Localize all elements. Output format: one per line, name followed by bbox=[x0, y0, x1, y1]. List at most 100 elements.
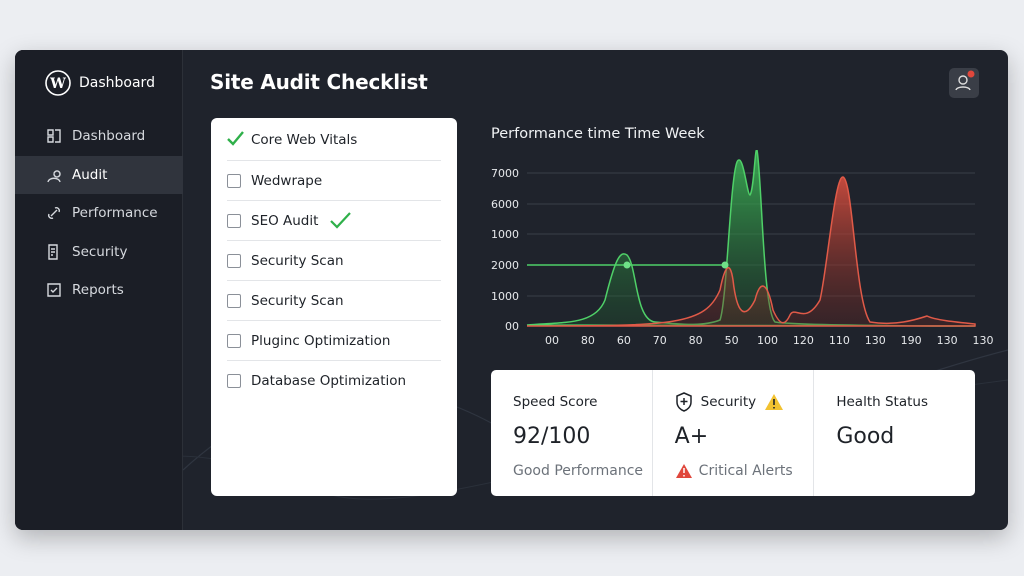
svg-text:W: W bbox=[49, 76, 66, 92]
stat-column: Security A+ Critical Alerts bbox=[651, 370, 814, 496]
icon-path bbox=[48, 243, 58, 260]
item-label: Security Scan bbox=[251, 292, 344, 309]
page-title: Site Audit Checklist bbox=[210, 70, 428, 94]
stat-note: Good Performance bbox=[513, 463, 644, 479]
performance-chart: 7000 6000 1000 2000 1000 00 00 80 60 70 80 50 100 120… bbox=[491, 150, 994, 347]
item-label: Security Scan bbox=[251, 252, 344, 269]
x-tick-label: 100 bbox=[757, 334, 778, 347]
stat-title-row: Speed Score bbox=[513, 392, 652, 412]
checklist-item[interactable]: Database Optimization bbox=[227, 360, 441, 400]
item-label: Pluginc Optimization bbox=[251, 332, 391, 349]
stat-title-row: Health Status bbox=[836, 392, 975, 412]
menu-label: Performance bbox=[72, 205, 158, 221]
menu-item[interactable]: Dashboard bbox=[15, 117, 183, 155]
checkbox[interactable] bbox=[227, 131, 244, 147]
stat-note-row: Good Performance bbox=[513, 463, 652, 479]
x-tick-label: 60 bbox=[617, 334, 631, 347]
stat-value: A+ bbox=[674, 424, 709, 449]
x-tick-label: 80 bbox=[581, 334, 595, 347]
menu-label: Security bbox=[72, 243, 128, 260]
menu-icon bbox=[48, 207, 60, 219]
green-area bbox=[526, 150, 976, 327]
red-area bbox=[526, 176, 976, 327]
point bbox=[623, 261, 631, 269]
checkbox[interactable] bbox=[227, 213, 241, 228]
menu-icon bbox=[47, 129, 61, 143]
point bbox=[721, 261, 729, 269]
stat-title: Speed Score bbox=[513, 394, 598, 410]
brand[interactable]: W Dashboard bbox=[45, 70, 155, 96]
icon-path bbox=[48, 207, 60, 219]
stat-column: Health Status Good bbox=[813, 370, 975, 496]
y-tick-label: 6000 bbox=[491, 198, 519, 211]
user-icon bbox=[955, 70, 975, 91]
x-tick-label: 130 bbox=[973, 334, 994, 347]
stat-title-row: Security bbox=[675, 392, 814, 412]
alert-icon bbox=[675, 464, 692, 478]
y-tick-label: 1000 bbox=[491, 228, 519, 241]
stat-value: 92/100 bbox=[513, 424, 591, 449]
checklist-item[interactable]: Wedwrape bbox=[227, 160, 441, 200]
menu-label: Reports bbox=[72, 282, 124, 298]
chart-title: Performance time Time Week bbox=[491, 126, 705, 142]
x-tick-label: 50 bbox=[725, 334, 739, 347]
app-window: W Dashboard Dashboard Audit Performance Sec… bbox=[15, 50, 1008, 530]
checklist-item[interactable]: SEO Audit bbox=[227, 200, 441, 240]
sidebar: W Dashboard Dashboard Audit Performance Sec… bbox=[15, 50, 183, 530]
menu-icon bbox=[47, 169, 61, 182]
check-path bbox=[227, 131, 244, 146]
x-tick-label: 190 bbox=[901, 334, 922, 347]
item-label: Core Web Vitals bbox=[251, 132, 358, 148]
icon-path bbox=[47, 283, 61, 297]
stat-value: Good bbox=[836, 424, 895, 449]
x-tick-label: 70 bbox=[653, 334, 667, 347]
x-tick-label: 80 bbox=[689, 334, 703, 347]
y-tick-label: 00 bbox=[505, 320, 519, 333]
stat-title: Health Status bbox=[836, 394, 928, 410]
y-tick-label: 2000 bbox=[491, 259, 519, 272]
stat-note: Critical Alerts bbox=[698, 463, 793, 479]
check-path bbox=[330, 211, 352, 229]
check-mark bbox=[227, 131, 244, 146]
plus bbox=[680, 398, 688, 405]
checklist-item[interactable]: Security Scan bbox=[227, 280, 441, 320]
item-label: Wedwrape bbox=[251, 172, 323, 189]
verified-mark bbox=[330, 211, 352, 229]
item-label: Database Optimization bbox=[251, 372, 407, 389]
icon-path bbox=[47, 169, 61, 182]
stat-column: Speed Score 92/100 Good Performance bbox=[491, 370, 652, 496]
checkbox[interactable] bbox=[227, 253, 241, 268]
warning-icon bbox=[765, 394, 784, 410]
checklist-item[interactable]: Security Scan bbox=[227, 240, 441, 280]
checklist-item[interactable]: Pluginc Optimization bbox=[227, 320, 441, 360]
stat-title: Security bbox=[700, 394, 757, 410]
icon-path bbox=[47, 129, 61, 143]
menu-label: Audit bbox=[72, 166, 108, 183]
checklist-item[interactable]: Core Web Vitals bbox=[227, 120, 441, 160]
y-tick-label: 7000 bbox=[491, 167, 519, 180]
x-tick-label: 00 bbox=[545, 334, 559, 347]
menu-item[interactable]: Reports bbox=[15, 271, 183, 309]
user-avatar[interactable] bbox=[949, 68, 979, 98]
menu-icon bbox=[47, 283, 61, 297]
menu-label: Dashboard bbox=[72, 128, 146, 144]
wp-logo: W bbox=[45, 70, 71, 96]
checkbox[interactable] bbox=[227, 373, 241, 388]
checkbox[interactable] bbox=[227, 333, 241, 348]
checkbox[interactable] bbox=[227, 173, 241, 188]
x-tick-label: 130 bbox=[865, 334, 886, 347]
checkbox[interactable] bbox=[227, 293, 241, 308]
y-tick-label: 1000 bbox=[491, 290, 519, 303]
menu-item[interactable]: Security bbox=[15, 233, 183, 271]
checklist-card: Core Web Vitals Wedwrape SEO Audit Security… bbox=[211, 118, 457, 496]
stat-note-row: Critical Alerts bbox=[675, 463, 814, 479]
menu-item[interactable]: Audit bbox=[15, 155, 183, 194]
shield-icon bbox=[675, 392, 692, 412]
stats-card: Speed Score 92/100 Good Performance Securit… bbox=[491, 370, 975, 496]
item-label: SEO Audit bbox=[251, 212, 319, 229]
x-tick-label: 130 bbox=[937, 334, 958, 347]
menu-item[interactable]: Performance bbox=[15, 194, 183, 232]
brand-label: Dashboard bbox=[79, 75, 155, 91]
x-tick-label: 110 bbox=[829, 334, 850, 347]
